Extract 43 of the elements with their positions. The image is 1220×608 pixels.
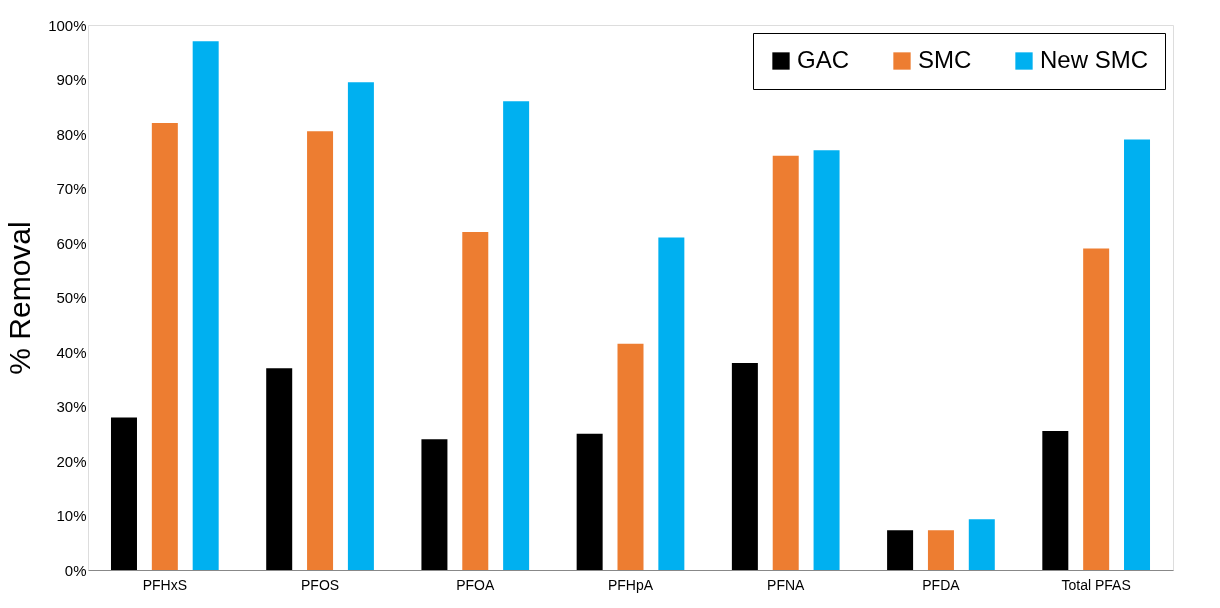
bar — [503, 101, 530, 570]
bar — [927, 530, 954, 570]
legend-label: GAC — [797, 46, 850, 73]
y-tick-label: 80% — [56, 125, 87, 143]
x-tick-label: PFDA — [922, 576, 961, 593]
bar — [1042, 431, 1069, 570]
y-axis-title: % Removal — [3, 221, 37, 375]
bar — [110, 417, 137, 570]
y-tick-label: 40% — [56, 343, 87, 361]
y-tick-label: 20% — [56, 452, 87, 470]
y-tick-label: 100% — [48, 16, 87, 34]
y-tick-label: 0% — [64, 561, 87, 579]
bar — [307, 131, 334, 570]
y-tick-label: 50% — [56, 289, 87, 306]
y-tick-label: 30% — [56, 398, 87, 415]
bar — [658, 237, 685, 570]
bar — [421, 439, 448, 570]
y-tick-label: 10% — [56, 507, 87, 524]
bar — [731, 362, 758, 570]
bar — [347, 82, 374, 570]
bar — [968, 519, 995, 570]
y-tick-label: 60% — [56, 234, 87, 252]
x-tick-label: PFOA — [456, 576, 495, 593]
x-tick-label: PFHpA — [607, 576, 654, 593]
bar — [617, 343, 644, 570]
bar — [266, 368, 293, 570]
bar — [813, 150, 840, 570]
x-tick-label: PFOS — [300, 576, 340, 593]
bar — [151, 123, 178, 570]
legend-label: New SMC — [1040, 46, 1149, 73]
bar — [576, 433, 603, 570]
bar — [887, 530, 914, 570]
bar — [192, 41, 219, 570]
bar — [772, 155, 799, 570]
x-tick-label: Total PFAS — [1061, 576, 1131, 593]
bar — [1124, 139, 1151, 570]
bar — [1083, 248, 1110, 570]
y-tick-label: 70% — [56, 180, 87, 197]
bar — [462, 232, 489, 570]
y-tick-label: 90% — [56, 71, 87, 88]
legend-label: SMC — [918, 46, 972, 73]
x-tick-label: PFNA — [767, 576, 806, 593]
x-tick-label: PFHxS — [142, 576, 188, 593]
